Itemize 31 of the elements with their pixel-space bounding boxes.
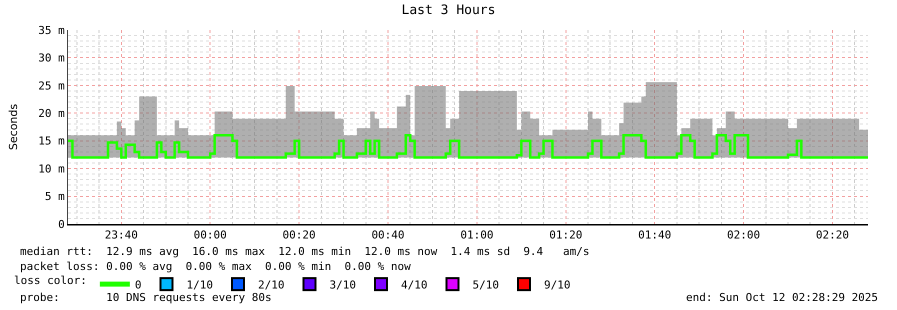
legend-label: 5/10 [472, 278, 499, 292]
chart-title: Last 3 Hours [402, 2, 496, 18]
x-tick-label: 00:00 [194, 228, 227, 242]
text: median rtt: 12.9 ms avg 16.0 ms max 12.0 ms min 12.0 ms now 1.4 ms sd 9.4 am/s [20, 245, 590, 258]
y-tick-label: 25 m [38, 79, 66, 92]
y-tick-label: 0 [58, 218, 65, 231]
y-tick-label: 30 m [38, 52, 66, 65]
legend-label: 1/10 [186, 278, 213, 292]
y-tick-label: 20 m [38, 106, 66, 120]
y-tick-label: 35 m [38, 24, 66, 37]
x-tick-label: 02:00 [726, 228, 760, 242]
y-tick-label: 15 m [38, 134, 66, 148]
legend-label: 9/10 [544, 278, 570, 292]
x-tick-label: 02:20 [816, 228, 850, 242]
y-tick-label: 10 m [38, 162, 66, 176]
x-tick-label: 01:40 [638, 228, 672, 242]
text: end: Sun Oct 12 02:28:29 2025 [686, 291, 878, 304]
x-tick-label: 01:00 [460, 228, 494, 242]
x-tick-label: 00:20 [282, 228, 316, 242]
legend-title: loss color: [14, 274, 87, 287]
text: packet loss: 0.00 % avg 0.00 % max 0.00 % min 0.00 % now [20, 260, 412, 273]
x-tick-label: 00:40 [371, 228, 405, 242]
legend-label: 4/10 [400, 278, 428, 292]
text: probe: 10 DNS requests every 80s [20, 291, 272, 304]
legend-label: 2/10 [258, 278, 284, 292]
x-tick-label: 01:20 [549, 228, 582, 242]
y-axis-title: Seconds [6, 104, 20, 150]
legend-label: 0 [134, 278, 142, 292]
legend-label: 3/10 [329, 278, 356, 292]
y-tick-label: 5 m [44, 190, 66, 204]
x-tick-label: 23:40 [104, 228, 138, 242]
